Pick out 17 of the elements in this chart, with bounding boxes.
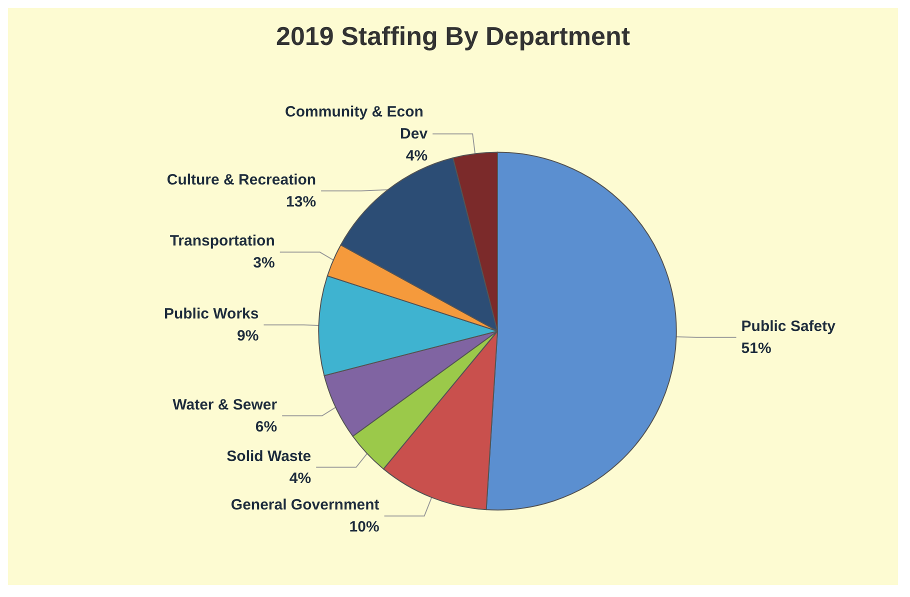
data-label: 4% (406, 147, 428, 164)
slice-label: Water & Sewer (172, 396, 278, 414)
slice-label: Community & Econ Dev (285, 103, 428, 142)
data-label: 6% (255, 418, 278, 436)
data-label: 10% (349, 518, 380, 536)
slice-label: Public Safety (741, 318, 836, 335)
slice-label: Solid Waste (226, 448, 312, 465)
data-label: 3% (253, 254, 275, 272)
data-label: 9% (237, 327, 259, 344)
slice-label: Culture & Recreation (166, 171, 316, 188)
data-label: 4% (289, 470, 312, 487)
slice-label: Transportation (170, 232, 275, 250)
data-label: 13% (286, 193, 316, 210)
slice-label: Public Works (164, 305, 259, 322)
slice-label: General Government (230, 496, 380, 514)
data-label: 51% (741, 340, 772, 357)
chart-title: 2019 Staffing By Department (276, 21, 630, 51)
